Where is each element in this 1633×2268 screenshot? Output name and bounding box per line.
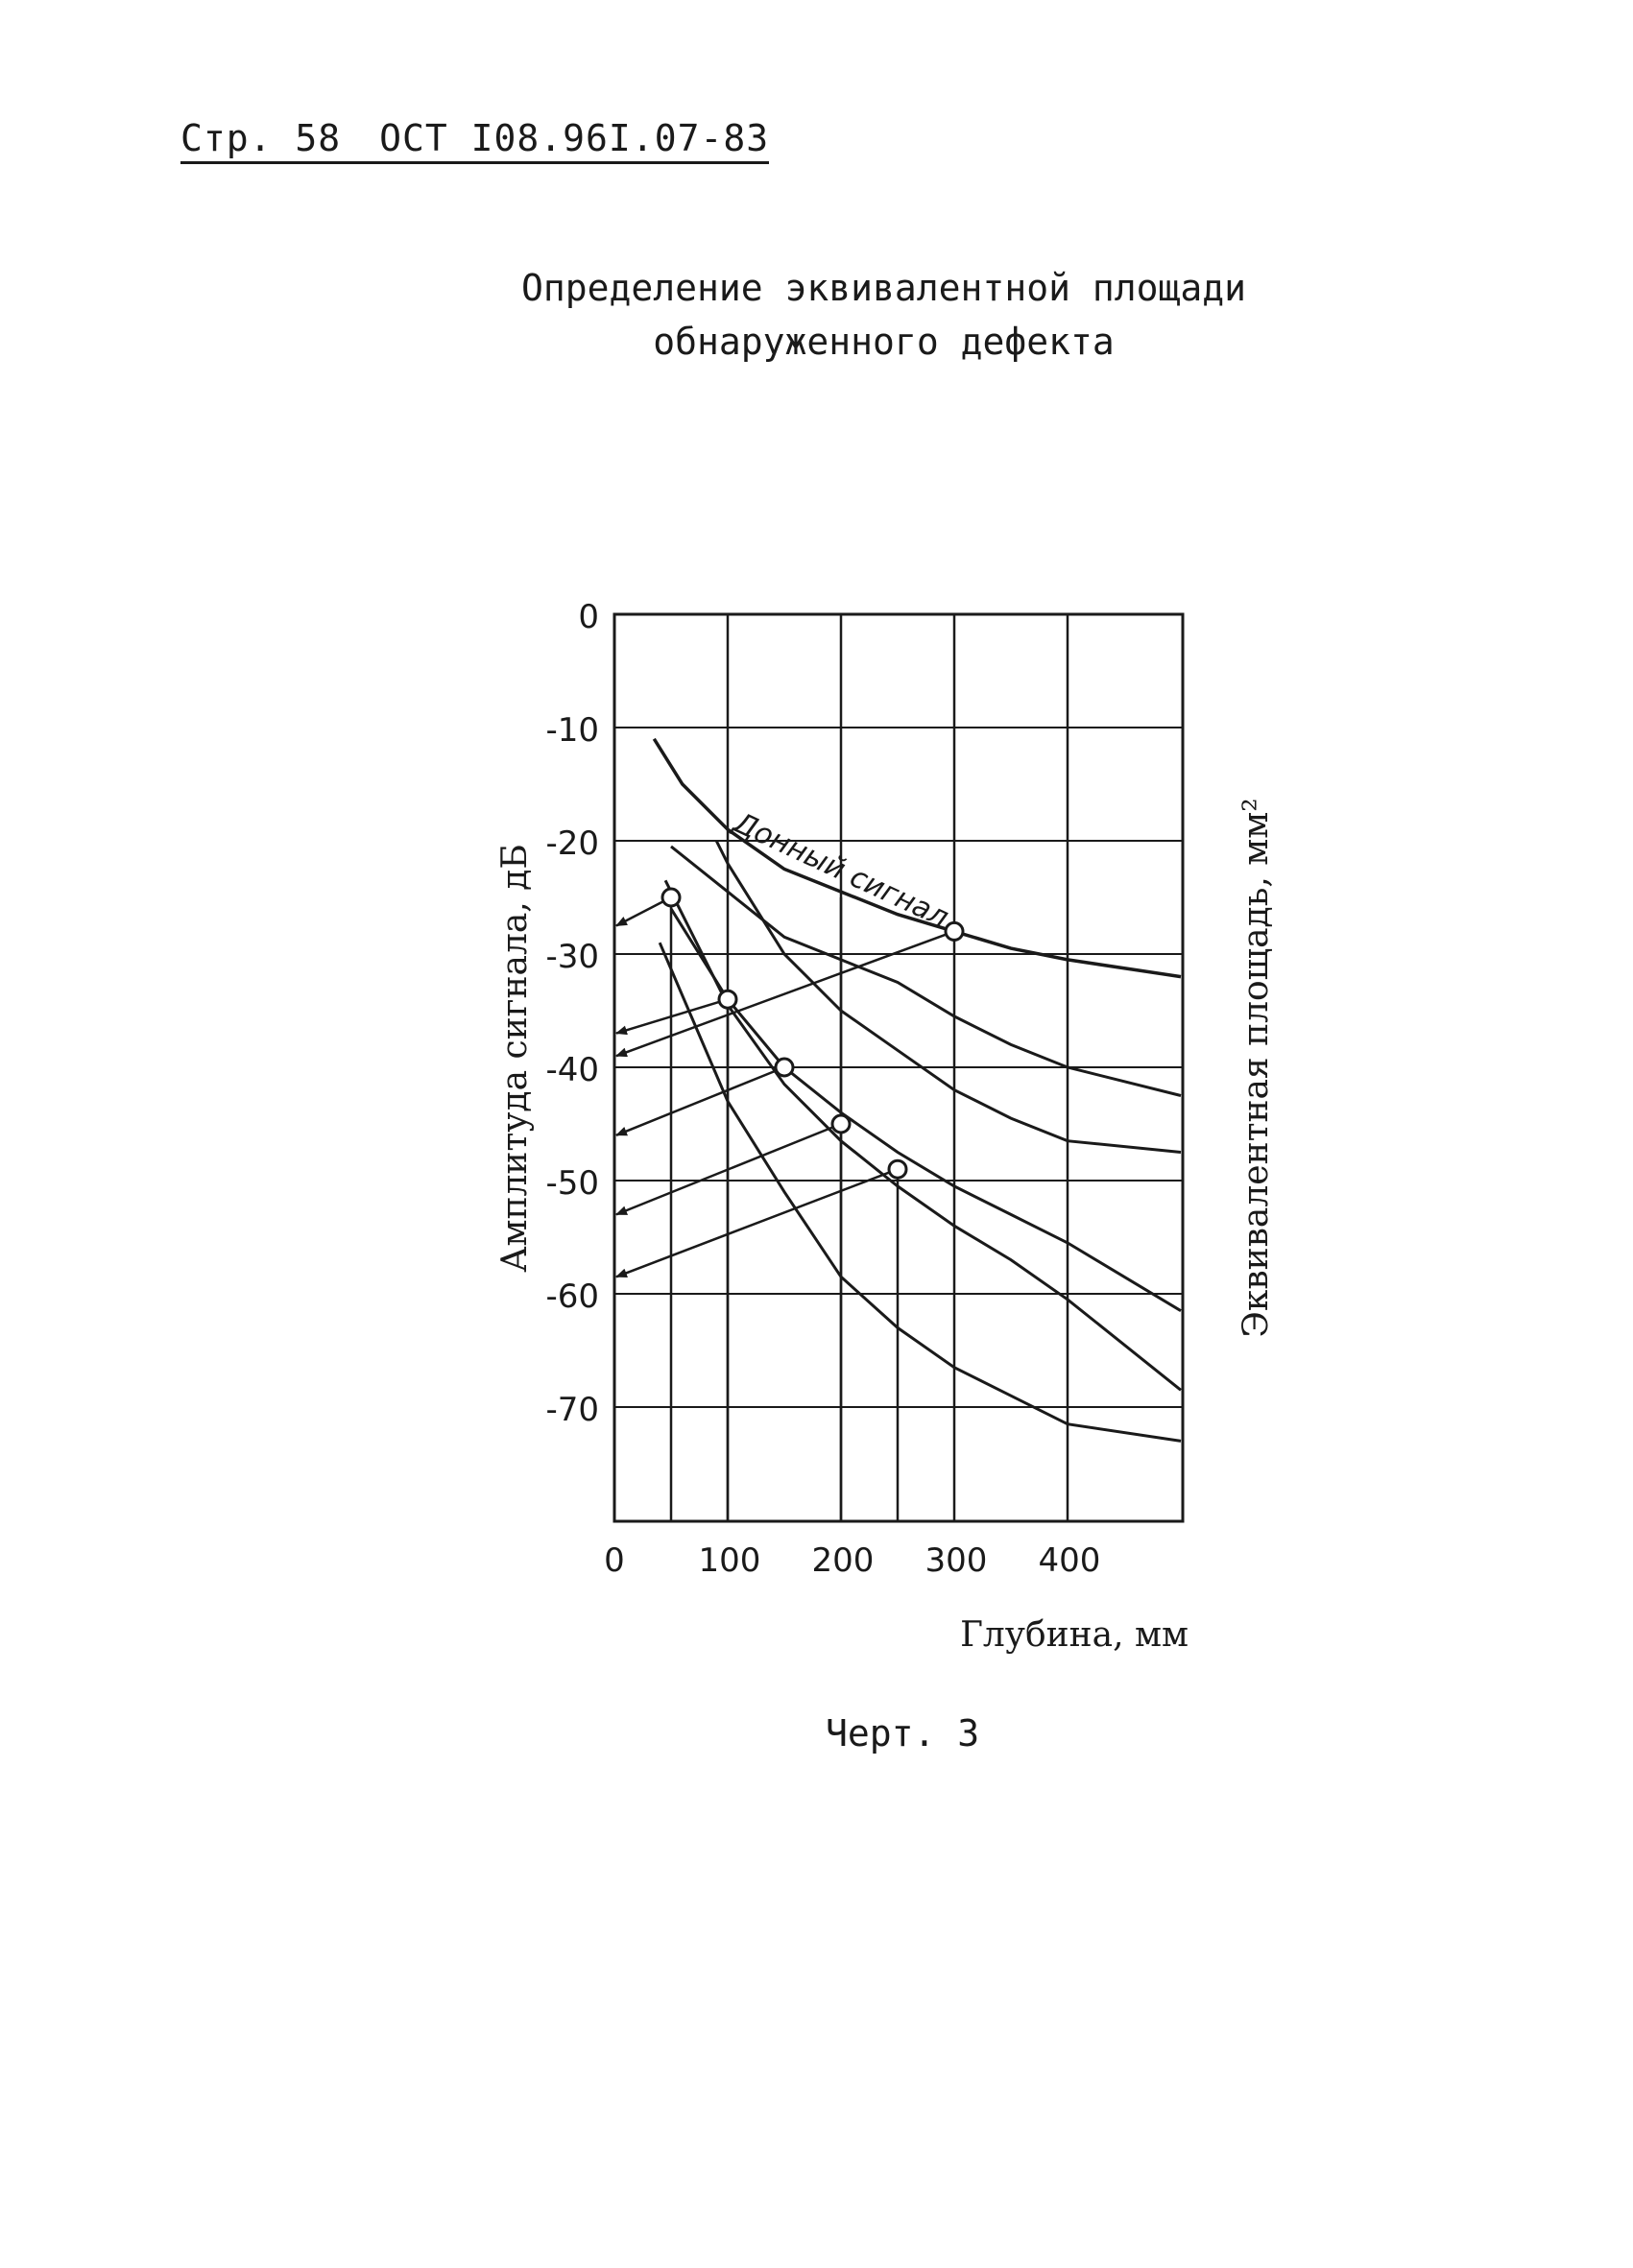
y-tick-label: -60	[545, 1277, 599, 1316]
construction-arrow	[615, 1168, 899, 1278]
chart-title-line-2: обнаруженного дефекта	[653, 321, 1115, 363]
x-tick-label: 0	[604, 1541, 625, 1580]
construction-arrow	[615, 1065, 785, 1136]
x-tick-label: 100	[699, 1541, 761, 1580]
y-tick-label: -70	[545, 1391, 599, 1429]
curve-line-2	[670, 845, 1182, 1097]
curve-line-5	[663, 879, 1182, 1392]
y-tick-label: 0	[578, 598, 599, 636]
curves	[652, 737, 1182, 1443]
curve-line-3	[714, 840, 1182, 1154]
plot-frame	[612, 612, 1185, 1523]
construction-arrow	[615, 930, 955, 1058]
chart-title: Определение эквивалентной площади обнару…	[0, 261, 1633, 369]
marked-point	[887, 1158, 908, 1180]
x-tick-label: 300	[925, 1541, 988, 1580]
y-tick-label: -20	[545, 824, 599, 863]
y-axis-label: Амплитуда сигнала, дБ	[495, 844, 535, 1273]
tick-labels: 0 -10 -20 -30 -40 -50 -60 -70 0 100 200 300 400	[545, 598, 1100, 1580]
marked-points	[660, 887, 965, 1180]
marked-point	[944, 920, 965, 942]
curve-line-4	[669, 908, 1182, 1312]
y-tick-label: -10	[545, 711, 599, 750]
marked-point	[830, 1113, 852, 1134]
y-tick-label: -40	[545, 1051, 599, 1089]
y-tick-label: -50	[545, 1164, 599, 1203]
page-number: Стр. 58	[180, 117, 342, 159]
y-tick-label: -30	[545, 938, 599, 976]
construction-arrows	[615, 895, 955, 1520]
marked-point	[717, 989, 738, 1010]
marked-point	[774, 1057, 795, 1078]
construction-arrow	[615, 895, 672, 927]
marked-point	[660, 887, 682, 908]
construction-arrow	[615, 998, 729, 1036]
curve-line-1	[652, 737, 1182, 979]
page-header: Стр. 58 ОСТ I08.96I.07-83	[180, 117, 770, 164]
construction-arrow	[615, 1122, 842, 1216]
x-tick-label: 200	[812, 1541, 875, 1580]
standard-code: ОСТ I08.96I.07-83	[379, 117, 770, 159]
x-axis-label: Глубина, мм	[960, 1615, 1189, 1655]
x-tick-label: 400	[1039, 1541, 1101, 1580]
chart-title-line-1: Определение эквивалентной площади	[521, 267, 1246, 309]
right-axis-label: Эквивалентная площадь, мм²	[1237, 798, 1276, 1337]
figure-caption: Черт. 3	[826, 1712, 980, 1755]
